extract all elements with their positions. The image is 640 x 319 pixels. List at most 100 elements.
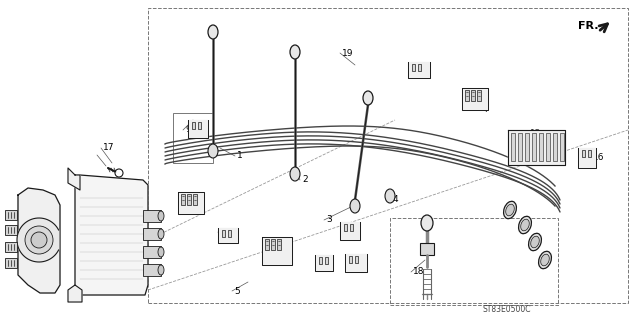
Bar — [350, 224, 353, 231]
Bar — [277, 239, 281, 250]
Ellipse shape — [208, 144, 218, 158]
Bar — [271, 239, 275, 250]
Text: 9: 9 — [185, 125, 191, 135]
Bar — [546, 133, 550, 161]
Bar — [344, 224, 347, 231]
Bar — [5, 225, 17, 235]
Polygon shape — [218, 228, 238, 243]
Bar — [477, 90, 481, 101]
Text: 11: 11 — [272, 250, 284, 259]
Polygon shape — [315, 255, 333, 271]
Bar — [525, 133, 529, 161]
Ellipse shape — [541, 254, 549, 266]
Text: 13: 13 — [348, 226, 360, 234]
Text: 18: 18 — [413, 268, 424, 277]
Text: 7: 7 — [483, 106, 489, 115]
Bar — [5, 242, 17, 252]
Bar — [582, 150, 585, 157]
Text: 19: 19 — [342, 48, 353, 57]
Bar — [148, 8, 628, 303]
Bar — [465, 90, 469, 101]
Polygon shape — [408, 62, 430, 78]
Bar — [222, 230, 225, 237]
Bar — [193, 194, 197, 205]
Text: 14: 14 — [352, 265, 364, 275]
Ellipse shape — [158, 211, 164, 221]
Ellipse shape — [158, 229, 164, 239]
Bar — [325, 257, 328, 264]
Ellipse shape — [363, 91, 373, 105]
Polygon shape — [462, 88, 488, 110]
Bar — [319, 257, 322, 264]
Bar — [471, 90, 475, 101]
Bar — [532, 133, 536, 161]
Text: 17: 17 — [103, 144, 115, 152]
Bar — [173, 113, 213, 163]
Polygon shape — [68, 168, 80, 190]
Text: 6: 6 — [222, 234, 228, 242]
Ellipse shape — [504, 201, 516, 219]
Bar — [420, 243, 434, 255]
Text: 15: 15 — [320, 265, 332, 275]
Bar — [265, 239, 269, 250]
Ellipse shape — [521, 219, 529, 231]
Text: 1: 1 — [237, 152, 243, 160]
Bar — [143, 246, 161, 258]
Text: ST83E0500C: ST83E0500C — [483, 306, 531, 315]
Bar — [553, 133, 557, 161]
Bar — [187, 194, 191, 205]
Bar — [192, 122, 195, 129]
Ellipse shape — [421, 215, 433, 231]
Bar — [143, 228, 161, 240]
Text: 10: 10 — [420, 65, 431, 75]
Ellipse shape — [158, 265, 164, 275]
Polygon shape — [18, 188, 60, 293]
Bar — [412, 64, 415, 71]
Bar — [539, 133, 543, 161]
Circle shape — [31, 232, 47, 248]
Bar — [5, 258, 17, 268]
Bar — [355, 256, 358, 263]
Polygon shape — [340, 222, 360, 240]
Ellipse shape — [506, 204, 515, 216]
Bar — [143, 210, 161, 222]
Ellipse shape — [158, 247, 164, 257]
Bar — [511, 133, 515, 161]
Polygon shape — [68, 285, 82, 302]
Text: 4: 4 — [393, 196, 399, 204]
Text: 16: 16 — [593, 152, 605, 161]
Bar — [181, 194, 185, 205]
Polygon shape — [508, 130, 565, 165]
Bar — [418, 64, 421, 71]
Polygon shape — [17, 218, 59, 262]
Polygon shape — [578, 148, 596, 168]
Ellipse shape — [531, 236, 540, 248]
Text: FR.: FR. — [578, 21, 598, 31]
Bar — [228, 230, 231, 237]
Circle shape — [115, 169, 123, 177]
Ellipse shape — [290, 45, 300, 59]
Ellipse shape — [539, 251, 552, 269]
Ellipse shape — [208, 25, 218, 39]
Bar — [560, 133, 564, 161]
Bar — [349, 256, 352, 263]
Ellipse shape — [385, 189, 395, 203]
Bar — [5, 210, 17, 220]
Text: 2: 2 — [302, 175, 308, 184]
Bar — [143, 264, 161, 276]
Text: 8: 8 — [183, 207, 189, 217]
Ellipse shape — [290, 167, 300, 181]
Ellipse shape — [350, 199, 360, 213]
Bar — [198, 122, 201, 129]
Bar — [588, 150, 591, 157]
Text: 3: 3 — [326, 216, 332, 225]
Bar — [518, 133, 522, 161]
Polygon shape — [262, 237, 292, 265]
Ellipse shape — [529, 233, 541, 251]
Polygon shape — [345, 254, 367, 272]
Text: 5: 5 — [234, 286, 240, 295]
Text: 12: 12 — [530, 130, 541, 138]
Polygon shape — [75, 175, 148, 295]
Bar — [390, 218, 558, 305]
Circle shape — [25, 226, 53, 254]
